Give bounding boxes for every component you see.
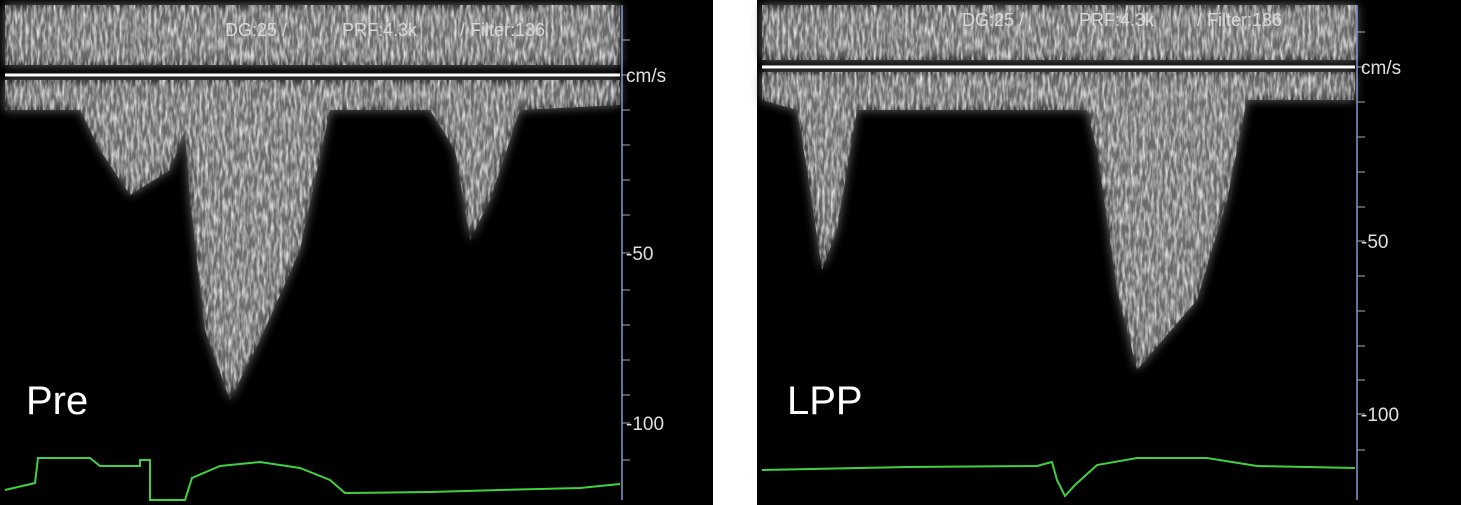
scale-label: -100 xyxy=(626,414,664,435)
panel-label: Pre xyxy=(26,379,88,423)
ecg-trace xyxy=(761,457,1356,498)
axis-ticks xyxy=(1357,31,1365,451)
axis-ticks xyxy=(622,39,630,461)
setting: PRF:4.3k xyxy=(342,20,418,40)
scale-label: -50 xyxy=(1361,232,1388,253)
scale-label: -100 xyxy=(1361,405,1399,426)
ecg-trace xyxy=(4,457,621,501)
setting: DG:25 / xyxy=(962,10,1024,30)
panel-pre: DG:25 / PRF:4.3k / Filter:136 cm/s -50 -… xyxy=(0,0,713,505)
unit: cm/s xyxy=(1361,58,1401,79)
setting: DG:25 / xyxy=(225,20,287,40)
panel-lpp: DG:25 / PRF:4.3k / Filter:136 cm/s -50 -… xyxy=(757,0,1461,505)
setting: / Filter:136 xyxy=(460,20,545,40)
doppler-spectrum xyxy=(5,5,620,400)
scale-label: -50 xyxy=(626,244,653,265)
doppler-spectrum xyxy=(762,5,1357,370)
unit: cm/s xyxy=(626,66,666,87)
panel-label: LPP xyxy=(787,379,863,423)
setting: PRF:4.3k xyxy=(1079,10,1155,30)
setting: / Filter:136 xyxy=(1197,10,1282,30)
